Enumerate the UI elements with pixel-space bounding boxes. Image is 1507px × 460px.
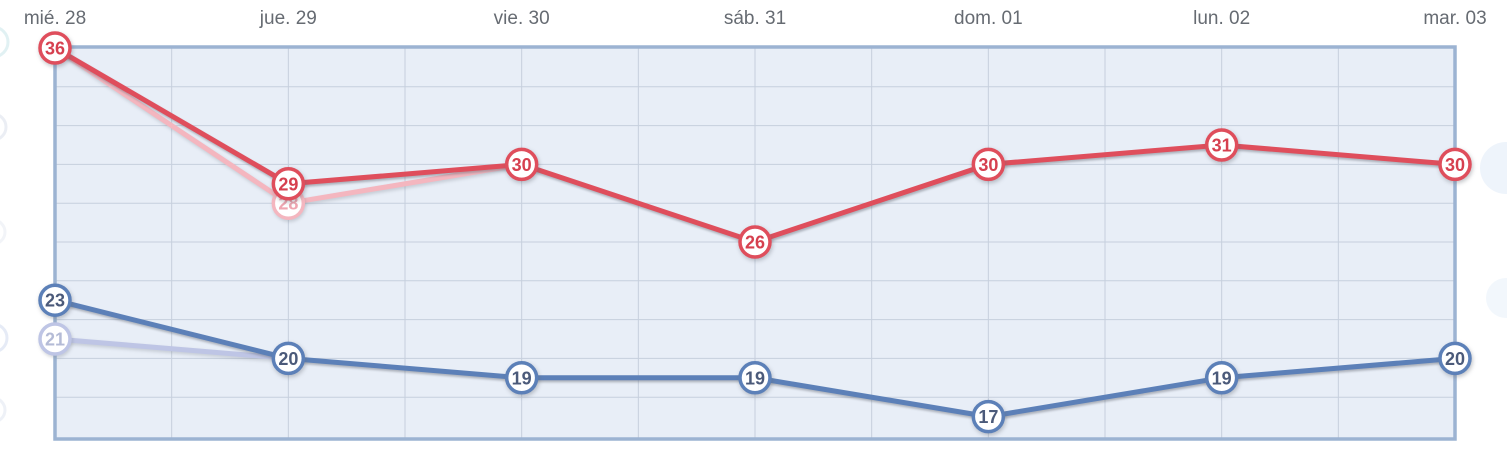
svg-text:19: 19 bbox=[512, 368, 532, 388]
x-axis-label: lun. 02 bbox=[1193, 8, 1251, 29]
x-axis-label: sáb. 31 bbox=[723, 8, 787, 29]
x-axis-label: jue. 29 bbox=[259, 8, 317, 29]
temp-min-marker: 19 bbox=[738, 361, 772, 395]
edge-artifact bbox=[0, 398, 7, 422]
temp-max-marker: 36 bbox=[38, 31, 72, 65]
temp-min-marker: 19 bbox=[504, 361, 539, 395]
svg-text:31: 31 bbox=[1212, 136, 1232, 156]
svg-text:21: 21 bbox=[45, 330, 65, 350]
edge-artifact bbox=[0, 220, 7, 244]
svg-text:17: 17 bbox=[978, 407, 998, 427]
temp-min-marker: 19 bbox=[1204, 361, 1239, 395]
temp-max-marker: 29 bbox=[271, 167, 306, 201]
x-axis-label: mié. 28 bbox=[23, 8, 87, 29]
svg-text:20: 20 bbox=[278, 349, 298, 369]
svg-text:30: 30 bbox=[1445, 155, 1465, 175]
svg-text:30: 30 bbox=[512, 155, 532, 175]
temp-min-marker: 23 bbox=[38, 283, 72, 317]
x-axis-label: dom. 01 bbox=[954, 8, 1023, 29]
edge-artifact bbox=[1486, 278, 1507, 318]
plot-border bbox=[53, 45, 1457, 441]
edge-artifact bbox=[0, 27, 10, 57]
temp-max-marker: 26 bbox=[738, 225, 772, 259]
x-axis-label: mar. 03 bbox=[1423, 8, 1487, 29]
edge-artifact bbox=[0, 324, 9, 352]
svg-text:19: 19 bbox=[1212, 368, 1232, 388]
temp-min-marker: 20 bbox=[1438, 341, 1472, 376]
svg-text:26: 26 bbox=[745, 233, 765, 253]
svg-text:29: 29 bbox=[278, 174, 298, 194]
x-axis-labels: mié. 28 jue. 29 vie. 30 sáb. 31 dom. 01 lun. … bbox=[0, 0, 1507, 40]
x-axis-label: vie. 30 bbox=[493, 8, 550, 29]
temp-min-marker: 20 bbox=[271, 341, 306, 376]
temp-min-marker: 17 bbox=[971, 399, 1006, 434]
temp-min-previous-marker: 21 bbox=[38, 322, 72, 356]
edge-artifact bbox=[1480, 142, 1507, 194]
temp-max-marker: 30 bbox=[971, 147, 1006, 182]
svg-text:20: 20 bbox=[1445, 349, 1465, 369]
svg-text:23: 23 bbox=[45, 291, 65, 311]
svg-text:36: 36 bbox=[45, 39, 65, 59]
edge-artifact bbox=[0, 114, 8, 140]
temp-min-previous-line bbox=[52, 336, 291, 361]
temp-max-marker: 31 bbox=[1204, 128, 1239, 162]
temp-max-marker: 30 bbox=[504, 147, 539, 182]
temp-max-marker: 30 bbox=[1438, 147, 1472, 182]
svg-text:19: 19 bbox=[745, 368, 765, 388]
svg-text:30: 30 bbox=[978, 155, 998, 175]
